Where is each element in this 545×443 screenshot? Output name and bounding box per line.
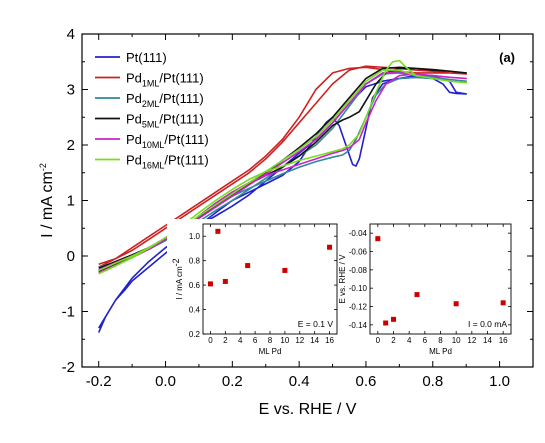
y-axis-title-main: I / mA cm <box>39 171 56 238</box>
y-tick-label-3: 1 <box>67 193 75 210</box>
legend-name-sub-1: 1ML <box>142 79 160 89</box>
inset-x-tick-label-4: 8 <box>268 336 273 345</box>
legend-name-tail-5: /Pt(111) <box>164 153 208 168</box>
y-tick-label-6: 4 <box>67 26 75 43</box>
inset-y-tick-label-1: 0.4 <box>189 306 201 315</box>
x-tick-label-4: 0.6 <box>356 373 377 390</box>
inset-point-5 <box>327 244 333 250</box>
legend-name-sub-5: 16ML <box>142 161 165 171</box>
legend-name-4: Pd <box>126 132 142 147</box>
legend-entry-1: Pd1ML/Pt(111) <box>126 71 204 89</box>
series-line-1 <box>98 65 467 268</box>
inset-y-axis-title-sup: -2 <box>171 258 181 266</box>
inset-y-tick-label-3: -0.08 <box>349 266 368 275</box>
inset-y-axis-title: E vs. RHE / V <box>338 254 347 304</box>
inset-y-tick-label-2: 0.6 <box>189 281 201 290</box>
inset-current-plot: 0 2 4 6 8 10 12 14 16 0.2 0.4 0.6 0.8 1.0 ML Pd I / mA … <box>167 219 342 357</box>
inset-x-tick-label-0: 0 <box>376 336 381 345</box>
legend-name-3: Pd <box>126 112 142 127</box>
inset-x-tick-label-1: 2 <box>223 336 228 345</box>
inset-x-tick-label-3: 6 <box>423 336 428 345</box>
y-tick-label-1: -1 <box>62 304 75 321</box>
legend-name-tail-4: /Pt(111) <box>164 132 208 147</box>
inset-x-tick-label-2: 4 <box>238 336 243 345</box>
inset-x-tick-label-0: 0 <box>208 336 213 345</box>
inset-point-1 <box>383 320 389 326</box>
series-line-5 <box>98 59 467 275</box>
x-tick-label-6: 1.0 <box>489 373 510 390</box>
inset-x-axis-title: ML Pd <box>259 347 282 356</box>
inset-x-tick-label-6: 12 <box>295 336 304 345</box>
inset-point-5 <box>500 300 506 306</box>
inset-x-tick-label-5: 10 <box>452 336 461 345</box>
x-tick-label-5: 0.8 <box>422 373 443 390</box>
inset-note: I = 0.0 mA <box>468 319 507 329</box>
inset-y-tick-label-4: -0.06 <box>349 248 368 257</box>
inset-x-tick-label-2: 4 <box>407 336 412 345</box>
legend-name-sub-4: 10ML <box>142 140 165 150</box>
legend-entry-5: Pd16ML/Pt(111) <box>126 153 209 171</box>
legend-name-tail-1: /Pt(111) <box>159 71 203 86</box>
legend-name-1: Pd <box>126 71 142 86</box>
legend-name-2: Pd <box>126 91 142 106</box>
inset-y-tick-label-0: -0.14 <box>349 321 368 330</box>
inset-y-axis-title-main: E vs. RHE / V <box>338 254 347 304</box>
y-tick-label-5: 3 <box>67 82 75 99</box>
series-line-4 <box>98 70 467 274</box>
inset-y-tick-label-2: -0.10 <box>349 284 368 293</box>
inset-x-tick-label-3: 6 <box>253 336 258 345</box>
legend-entry-3: Pd5ML/Pt(111) <box>126 112 204 130</box>
inset-y-tick-label-5: -0.04 <box>349 229 368 238</box>
y-tick-label-2: 0 <box>67 248 75 265</box>
inset-x-tick-label-7: 14 <box>310 336 319 345</box>
y-tick-label-0: -2 <box>62 359 75 376</box>
x-tick-label-2: 0.2 <box>222 373 243 390</box>
legend: Pt(111)Pd1ML/Pt(111)Pd2ML/Pt(111)Pd5ML/P… <box>95 50 209 171</box>
y-axis-title: I / mA cm-2 <box>38 163 56 238</box>
legend-entry-4: Pd10ML/Pt(111) <box>126 132 209 150</box>
inset-note: E = 0.1 V <box>298 319 334 329</box>
legend-name-0: Pt(111) <box>126 50 167 65</box>
inset-point-3 <box>414 292 420 298</box>
x-axis-title: E vs. RHE / V <box>259 401 357 418</box>
x-tick-label-1: 0.0 <box>155 373 176 390</box>
panel-label: (a) <box>499 50 515 65</box>
legend-name-sub-2: 2ML <box>142 99 160 109</box>
inset-x-tick-label-1: 2 <box>391 336 396 345</box>
inset-potential-plot: 0 2 4 6 8 10 12 14 16 -0.14 -0.12 -0.10 -0.08 -0.06 -0… <box>338 219 518 357</box>
inset-x-tick-label-4: 8 <box>438 336 443 345</box>
inset-point-4 <box>282 267 288 273</box>
inset-y-axis-title-main: I / mA cm <box>175 266 184 300</box>
inset-x-tick-label-5: 10 <box>280 336 289 345</box>
inset-x-axis-title: ML Pd <box>429 347 452 356</box>
legend-name-tail-3: /Pt(111) <box>159 112 203 127</box>
legend-name-tail-2: /Pt(111) <box>159 91 203 106</box>
inset-y-tick-label-0: 0.2 <box>189 330 201 339</box>
inset-x-tick-label-7: 14 <box>483 336 492 345</box>
x-tick-label-0: -0.2 <box>86 373 112 390</box>
inset-x-tick-label-8: 16 <box>499 336 508 345</box>
inset-y-tick-label-4: 1.0 <box>189 232 201 241</box>
legend-entry-2: Pd2ML/Pt(111) <box>126 91 204 109</box>
inset-point-3 <box>245 263 251 269</box>
legend-name-5: Pd <box>126 153 142 168</box>
inset-point-2 <box>391 316 396 322</box>
x-tick-label-3: 0.4 <box>289 373 310 390</box>
inset-x-tick-label-6: 12 <box>467 336 476 345</box>
legend-name-sub-3: 5ML <box>142 120 160 130</box>
inset-point-0 <box>375 236 381 242</box>
inset-y-axis-title: I / mA cm-2 <box>171 258 184 299</box>
inset-y-tick-label-1: -0.12 <box>349 303 368 312</box>
inset-point-4 <box>453 301 459 307</box>
inset-point-1 <box>215 228 221 234</box>
inset-y-tick-label-3: 0.8 <box>189 257 201 266</box>
legend-entry-0: Pt(111) <box>126 50 167 65</box>
inset-point-2 <box>222 278 228 284</box>
inset-point-0 <box>207 281 213 287</box>
y-tick-label-4: 2 <box>67 137 75 154</box>
inset-x-tick-label-8: 16 <box>325 336 334 345</box>
y-axis-title-sup: -2 <box>38 163 48 171</box>
